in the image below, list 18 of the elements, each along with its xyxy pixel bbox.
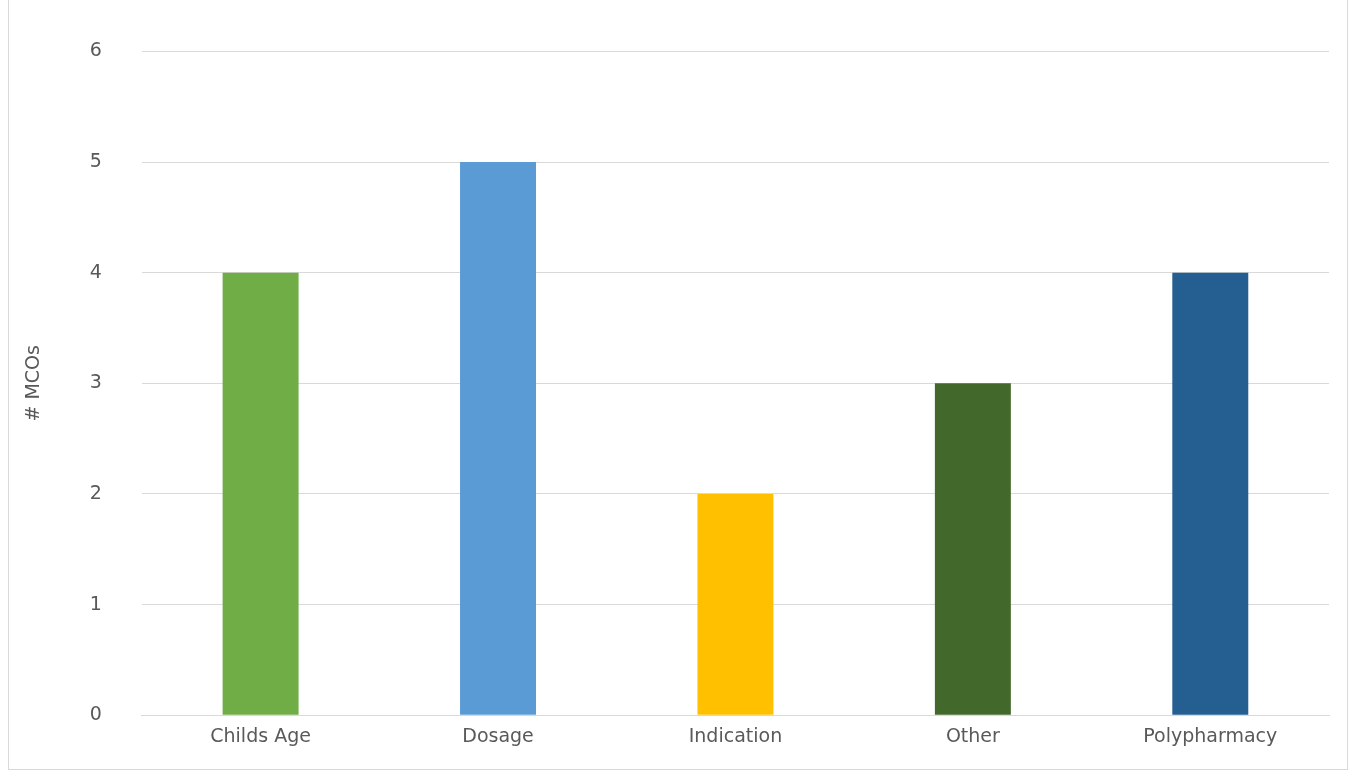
bar [1172, 272, 1249, 715]
y-tick-label: 1 [89, 591, 102, 614]
bar [222, 272, 299, 715]
y-tick-label: 6 [89, 38, 102, 61]
bar [697, 493, 774, 715]
y-axis-title: # MCOs [21, 345, 44, 422]
y-tick-label: 4 [89, 259, 102, 282]
x-tick-label: Childs Age [210, 723, 311, 746]
bar [934, 383, 1011, 715]
x-tick-label: Dosage [462, 723, 534, 746]
bar [460, 162, 537, 715]
y-tick-label: 2 [89, 480, 102, 503]
y-tick-label: 5 [89, 148, 102, 171]
x-tick-label: Polypharmacy [1143, 723, 1278, 746]
x-tick-label: Other [945, 723, 1001, 746]
x-tick-label: Indication [688, 723, 783, 746]
y-tick-label: 0 [89, 702, 102, 725]
y-tick-label: 3 [89, 370, 102, 393]
